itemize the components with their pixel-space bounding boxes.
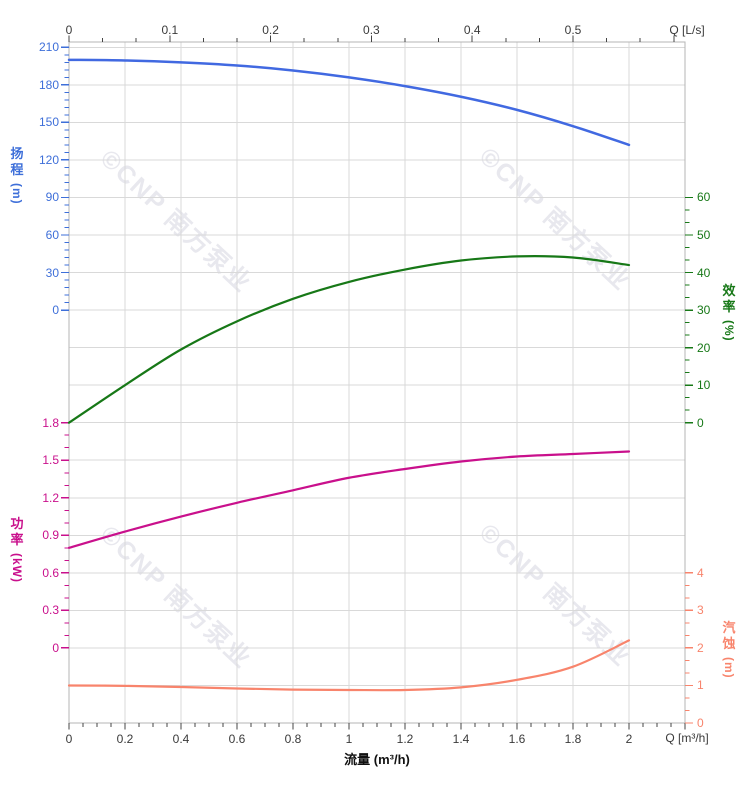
top-axis-tick-label: 0.5 <box>564 23 582 37</box>
npsh-tick-label: 2 <box>697 640 704 655</box>
head-tick-label: 0 <box>52 303 59 318</box>
head-tick-label: 90 <box>45 190 59 205</box>
flow-axis-title: 流量 (m³/h) <box>344 752 410 767</box>
power-tick-label: 0.6 <box>42 565 59 580</box>
head-tick-label: 210 <box>38 40 59 55</box>
bottom-axis-tick-label: 2 <box>625 732 633 746</box>
top-axis-tick-label: 0.1 <box>161 23 179 37</box>
efficiency-tick-label: 20 <box>697 340 711 355</box>
power-tick-label: 1.5 <box>42 453 59 468</box>
head-tick-label: 30 <box>45 265 59 280</box>
bottom-axis-tick-label: 1.6 <box>508 732 526 746</box>
efficiency-curve <box>67 255 631 424</box>
npsh-curve <box>67 639 631 692</box>
efficiency-tick-label: 50 <box>697 228 711 242</box>
npsh-tick-label: 1 <box>697 678 704 693</box>
power-tick-label: 0 <box>52 640 59 655</box>
bottom-axis-tick-label: 1.2 <box>396 732 414 746</box>
npsh-tick-label: 3 <box>697 603 704 618</box>
bottom-axis-tick-label: 0 <box>65 732 73 746</box>
power-tick-label: 1.2 <box>42 490 59 505</box>
bottom-axis-tick-label: 0.8 <box>284 732 302 746</box>
efficiency-tick-label: 0 <box>697 415 704 430</box>
power-axis-title: 功率 (kW) <box>10 516 24 583</box>
efficiency-tick-label: 40 <box>697 265 711 280</box>
top-axis-unit-label: Q [L/s] <box>669 23 705 37</box>
head-tick-label: 150 <box>38 115 59 130</box>
bottom-axis-tick-label: 1 <box>345 732 353 746</box>
bottom-axis-tick-label: 0.4 <box>172 732 190 746</box>
efficiency-axis-title: 效率 (%) <box>722 283 736 342</box>
npsh-tick-label: 4 <box>697 565 704 580</box>
bottom-axis-tick-label: 0.2 <box>116 732 134 746</box>
plot-border <box>68 41 686 724</box>
power-tick-label: 0.3 <box>42 603 59 618</box>
bottom-axis-tick-label: 1.4 <box>452 732 470 746</box>
power-tick-label: 0.9 <box>42 528 59 543</box>
efficiency-tick-label: 60 <box>697 190 711 205</box>
head-curve <box>67 58 631 147</box>
bottom-axis-tick-label: 0.6 <box>228 732 246 746</box>
npsh-axis-title: 汽蚀 (m) <box>722 620 736 679</box>
head-tick-label: 60 <box>45 228 59 242</box>
top-axis-tick-label: 0 <box>65 23 73 37</box>
power-tick-label: 1.8 <box>42 415 59 430</box>
bottom-axis-tick-label: 1.8 <box>564 732 582 746</box>
efficiency-tick-label: 30 <box>697 303 711 318</box>
power-curve <box>67 450 631 549</box>
head-tick-label: 180 <box>38 77 59 92</box>
efficiency-tick-label: 10 <box>697 378 711 393</box>
top-axis-tick-label: 0.4 <box>463 23 481 37</box>
top-axis-tick-label: 0.2 <box>262 23 279 37</box>
top-axis-tick-label: 0.3 <box>363 23 380 37</box>
npsh-tick-label: 0 <box>697 716 704 731</box>
head-axis-title: 扬程 (m) <box>10 146 24 205</box>
head-tick-label: 120 <box>38 152 59 167</box>
bottom-axis-unit-label: Q [m³/h] <box>665 731 709 745</box>
